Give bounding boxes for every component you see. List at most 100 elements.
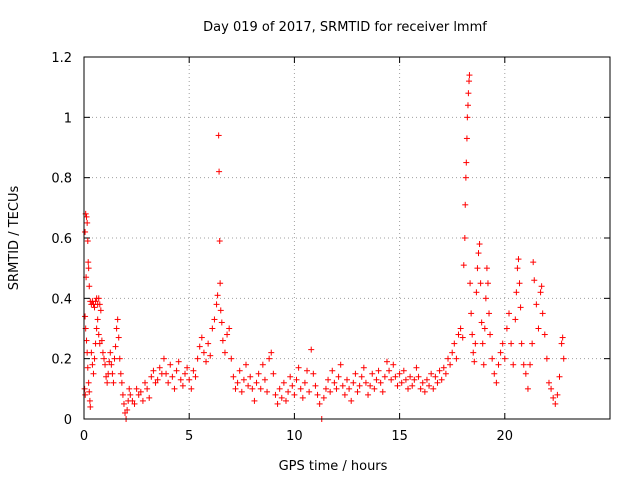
data-point-marker	[487, 331, 494, 338]
y-tick-label: 0.2	[51, 353, 72, 368]
data-point-marker	[192, 373, 199, 380]
data-point-marker	[181, 370, 188, 377]
data-point-marker	[360, 364, 367, 371]
y-tick-label: 0.6	[51, 232, 72, 247]
data-point-marker	[373, 376, 380, 383]
data-point-marker	[232, 385, 239, 392]
data-point-marker	[501, 355, 508, 362]
data-point-marker	[464, 102, 471, 109]
data-point-marker	[85, 259, 92, 266]
data-point-marker	[110, 379, 117, 386]
x-tick-label: 0	[80, 429, 88, 444]
data-point-marker	[264, 388, 271, 395]
data-point-marker	[346, 385, 353, 392]
data-point-marker	[472, 340, 479, 347]
data-point-marker	[358, 373, 365, 380]
data-point-marker	[325, 376, 332, 383]
data-point-marker	[470, 349, 477, 356]
x-axis-label: GPS time / hours	[279, 459, 388, 474]
data-point-marker	[299, 394, 306, 401]
y-tick-label: 0.8	[51, 172, 72, 187]
data-point-marker	[489, 355, 496, 362]
data-point-marker	[107, 349, 114, 356]
data-point-marker	[221, 349, 228, 356]
data-point-marker	[367, 382, 374, 389]
data-point-marker	[156, 364, 163, 371]
data-point-marker	[86, 388, 93, 395]
data-point-marker	[312, 382, 319, 389]
data-point-marker	[109, 370, 116, 377]
grid-lines	[84, 57, 610, 419]
data-point-marker	[339, 382, 346, 389]
data-point-marker	[217, 280, 224, 287]
data-point-marker	[409, 382, 416, 389]
data-point-marker	[484, 280, 491, 287]
data-point-marker	[240, 376, 247, 383]
data-point-marker	[266, 355, 273, 362]
data-point-marker	[245, 382, 252, 389]
data-point-marker	[94, 316, 101, 323]
data-point-marker	[111, 355, 118, 362]
data-point-marker	[455, 331, 462, 338]
data-point-marker	[85, 379, 92, 386]
data-point-marker	[421, 388, 428, 395]
data-point-marker	[392, 373, 399, 380]
data-point-marker	[287, 373, 294, 380]
data-point-marker	[432, 373, 439, 380]
data-point-marker	[558, 340, 565, 347]
data-point-marker	[512, 316, 519, 323]
data-point-marker	[117, 370, 124, 377]
data-point-marker	[171, 385, 178, 392]
data-point-marker	[87, 403, 94, 410]
data-point-marker	[144, 385, 151, 392]
data-point-marker	[478, 319, 485, 326]
data-point-marker	[348, 397, 355, 404]
data-point-marker	[99, 349, 106, 356]
data-point-marker	[506, 310, 513, 317]
data-point-marker	[426, 382, 433, 389]
chart-title: Day 019 of 2017, SRMTID for receiver lmm…	[203, 20, 487, 35]
data-point-marker	[104, 379, 111, 386]
x-tick-label: 15	[391, 429, 408, 444]
data-point-marker	[436, 367, 443, 374]
data-point-marker	[216, 238, 223, 245]
data-point-marker	[90, 370, 97, 377]
data-point-marker	[350, 379, 357, 386]
data-point-marker	[535, 325, 542, 332]
data-point-marker	[411, 376, 418, 383]
data-point-marker	[518, 340, 525, 347]
data-point-marker	[214, 292, 221, 299]
data-point-marker	[96, 340, 103, 347]
data-point-marker	[560, 355, 567, 362]
data-point-marker	[186, 376, 193, 383]
data-point-marker	[93, 325, 100, 332]
data-point-marker	[179, 382, 186, 389]
data-point-marker	[108, 361, 115, 368]
data-point-marker	[81, 385, 88, 392]
data-point-marker	[291, 391, 298, 398]
data-point-marker	[308, 346, 315, 353]
data-point-marker	[464, 114, 471, 121]
y-tick-label: 1.2	[51, 51, 72, 66]
data-point-marker	[329, 367, 336, 374]
data-point-marker	[84, 219, 91, 226]
data-point-marker	[224, 331, 231, 338]
data-point-marker	[522, 370, 529, 377]
data-point-marker	[257, 385, 264, 392]
data-point-marker	[453, 355, 460, 362]
data-point-marker	[527, 361, 534, 368]
data-point-marker	[407, 373, 414, 380]
data-point-marker	[556, 373, 563, 380]
data-point-marker	[377, 379, 384, 386]
data-point-marker	[508, 340, 515, 347]
data-point-marker	[554, 391, 561, 398]
data-point-marker	[471, 358, 478, 365]
data-point-marker	[369, 370, 376, 377]
data-point-marker	[480, 361, 487, 368]
data-point-marker	[116, 355, 123, 362]
data-point-marker	[259, 361, 266, 368]
data-point-marker	[390, 361, 397, 368]
data-point-marker	[226, 325, 233, 332]
data-point-marker	[379, 388, 386, 395]
data-point-marker	[211, 316, 218, 323]
